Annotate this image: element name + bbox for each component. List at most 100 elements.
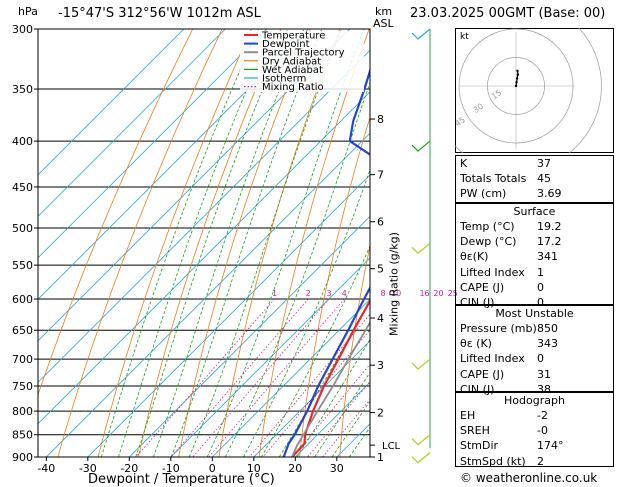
row-label: PW (cm) bbox=[460, 187, 507, 201]
isotherm-line bbox=[212, 298, 370, 457]
isotherm-line bbox=[38, 29, 185, 176]
km-label: 5 bbox=[377, 263, 384, 276]
surface-table: Surface Temp (°C) 19.2 Dewp (°C) 17.2 θε(K) 3… bbox=[455, 203, 614, 309]
row-label: SREH bbox=[460, 424, 490, 438]
row-label: Pressure (mb) bbox=[460, 322, 537, 335]
table-row: CAPE (J) 0 bbox=[456, 280, 613, 295]
pressure-label: 350 bbox=[12, 83, 33, 96]
row-label: θε(K) bbox=[460, 250, 489, 264]
km-label: 2 bbox=[377, 407, 384, 420]
pressure-unit-label: hPa bbox=[18, 5, 38, 18]
mixing-ratio-label: 25 bbox=[448, 289, 458, 298]
wet-adiabat-line bbox=[153, 29, 305, 457]
table-row: SREH -0 bbox=[456, 423, 613, 438]
dry-adiabat-line bbox=[178, 29, 311, 457]
isotherm-line bbox=[170, 257, 370, 457]
mixing-ratio-line bbox=[170, 298, 309, 457]
isotherm-line bbox=[38, 29, 268, 259]
row-value: 850 bbox=[537, 322, 558, 335]
pressure-label: 550 bbox=[12, 259, 33, 272]
wet-adiabat-line bbox=[188, 29, 342, 457]
mixing-ratio-line bbox=[292, 363, 370, 457]
wet-adiabat-line bbox=[261, 245, 370, 457]
row-label: Dewp (°C) bbox=[460, 235, 517, 249]
wind-barb bbox=[411, 242, 431, 255]
row-value: 45 bbox=[537, 172, 551, 186]
row-label: θε (K) bbox=[460, 337, 492, 351]
hodograph-kt-label: kt bbox=[460, 32, 469, 42]
mixing-ratio-label: 1 bbox=[272, 289, 277, 298]
isotherm-line bbox=[38, 29, 226, 217]
km-label: km bbox=[375, 5, 393, 18]
most-unstable-table: Most Unstable Pressure (mb) 850 θε (K) 343 L… bbox=[455, 305, 614, 396]
pressure-label: 750 bbox=[12, 380, 33, 393]
row-label: CAPE (J) bbox=[460, 280, 505, 294]
temperature-label: -10 bbox=[162, 462, 180, 475]
wind-barb bbox=[411, 28, 431, 40]
pressure-label: 600 bbox=[12, 293, 33, 306]
location-label: -15°47'S 312°56'W 1012m ASL bbox=[58, 6, 261, 21]
row-label: EH bbox=[460, 409, 476, 422]
wet-adiabat-line bbox=[243, 168, 370, 457]
wet-adiabat-line bbox=[224, 81, 370, 457]
row-label: K bbox=[460, 157, 468, 170]
row-value: -0 bbox=[537, 424, 548, 438]
km-label: 7 bbox=[377, 169, 384, 182]
hodograph-table: Hodograph EH -2 SREH -0 StmDir 174° StmSpd (kt… bbox=[455, 392, 614, 469]
row-value: 31 bbox=[537, 367, 551, 381]
row-value: 341 bbox=[537, 250, 558, 264]
row-value: 0 bbox=[537, 295, 544, 309]
table-row: Temp (°C) 19.2 bbox=[456, 219, 613, 234]
table-row: Lifted Index 0 bbox=[456, 351, 613, 366]
row-value: 37 bbox=[537, 157, 551, 170]
table-row: StmSpd (kt) 2 bbox=[456, 454, 613, 469]
isotherm-line bbox=[38, 91, 370, 425]
dewpoint-line bbox=[282, 67, 370, 457]
wet-adiabat-line bbox=[135, 29, 289, 457]
dry-adiabat-line bbox=[299, 116, 370, 457]
row-value: 1 bbox=[537, 265, 544, 279]
wet-adiabat-line bbox=[118, 29, 274, 457]
wet-adiabat-line bbox=[331, 400, 370, 457]
indices-table: K 37 Totals Totals 45 PW (cm) 3.69 bbox=[455, 155, 614, 203]
temperature-label: -40 bbox=[37, 462, 55, 475]
wind-barb bbox=[411, 434, 431, 446]
dry-adiabat-line bbox=[138, 29, 282, 457]
row-value: 17.2 bbox=[537, 235, 562, 249]
table-row: θε (K) 343 bbox=[456, 336, 613, 351]
copyright-label: © weatheronline.co.uk bbox=[460, 471, 598, 485]
legend-entry: Wet Adiabat bbox=[262, 65, 323, 76]
mixing-ratio-label: 20 bbox=[433, 289, 443, 298]
plot-frame bbox=[37, 28, 371, 458]
pressure-label: 400 bbox=[12, 135, 33, 148]
row-label: Temp (°C) bbox=[460, 220, 515, 233]
row-value: 0 bbox=[537, 352, 544, 366]
dry-adiabat-line bbox=[38, 29, 194, 396]
pressure-label: 900 bbox=[12, 451, 33, 464]
wet-adiabat-line bbox=[170, 29, 323, 457]
km-label: 3 bbox=[377, 359, 384, 372]
pressure-label: 800 bbox=[12, 405, 33, 418]
isotherm-line bbox=[38, 29, 309, 300]
surface-title: Surface bbox=[513, 205, 556, 218]
pressure-label: 850 bbox=[12, 429, 33, 442]
pressure-label: 450 bbox=[12, 181, 33, 194]
row-label: Lifted Index bbox=[460, 352, 525, 366]
row-value: 19.2 bbox=[537, 220, 562, 233]
table-row: Dewp (°C) 17.2 bbox=[456, 234, 613, 249]
wind-barb bbox=[411, 358, 431, 370]
hodograph-ring bbox=[487, 57, 545, 115]
isotherm-line bbox=[38, 29, 351, 342]
mixing-ratio-line bbox=[208, 298, 345, 457]
mixing-ratio-line bbox=[249, 313, 370, 457]
row-value: -2 bbox=[537, 409, 548, 422]
temperature-label: 20 bbox=[288, 462, 302, 475]
table-row: PW (cm) 3.69 bbox=[456, 186, 613, 201]
hodograph-point bbox=[516, 69, 519, 72]
legend-entry: Mixing Ratio bbox=[262, 82, 324, 93]
hodograph-ring-label: 45 bbox=[455, 115, 467, 128]
table-row: θε(K) 341 bbox=[456, 249, 613, 264]
